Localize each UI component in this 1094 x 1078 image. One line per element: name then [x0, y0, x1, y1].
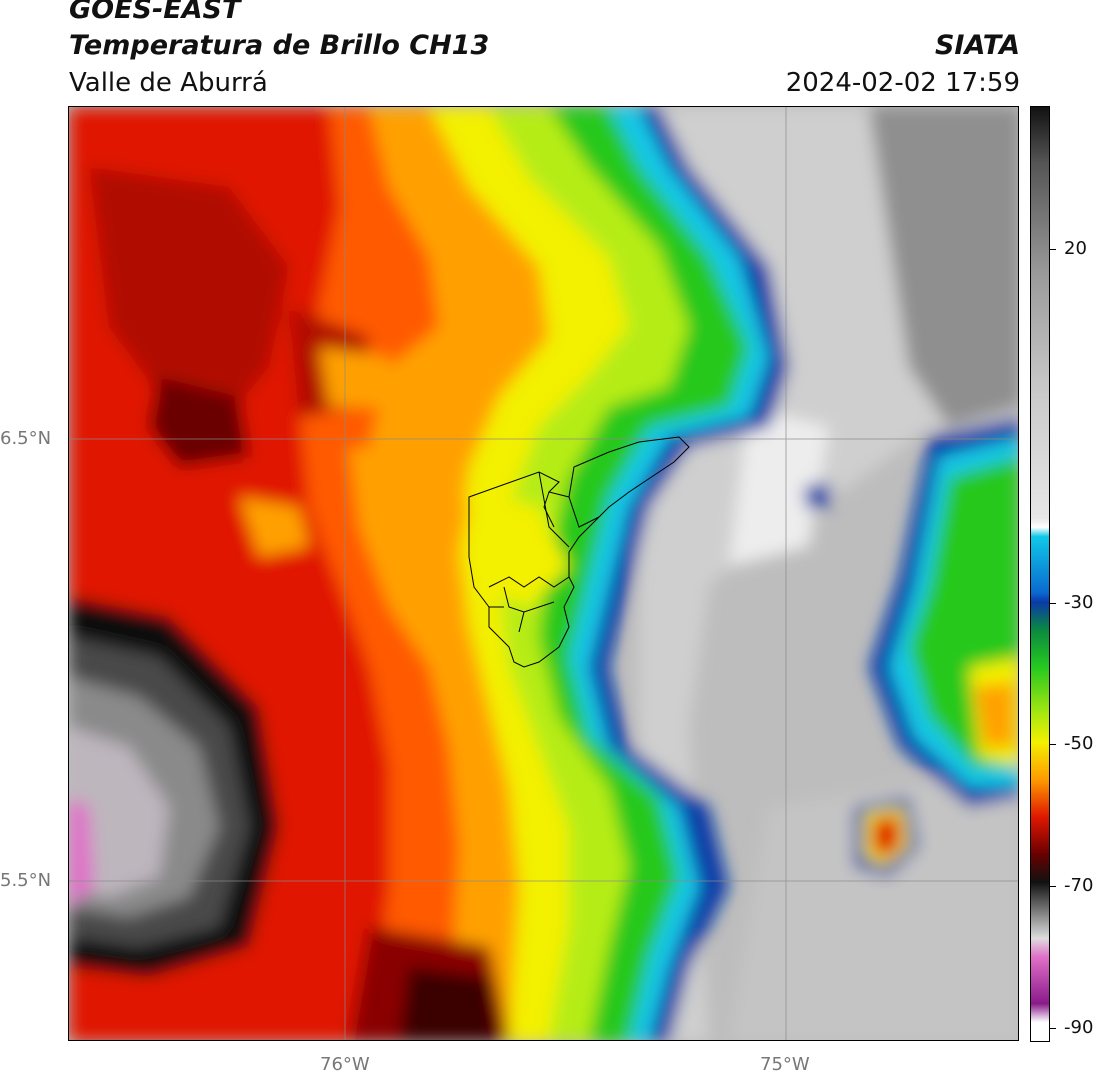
lon-label-76: 76°W	[320, 1054, 370, 1075]
colorbar-tick	[1050, 249, 1056, 250]
municipal-boundaries	[468, 436, 690, 668]
datetime-label: 2024-02-02 17:59	[785, 68, 1020, 98]
graticule	[69, 107, 1018, 1040]
lat-label-5-5: 5.5°N	[0, 870, 52, 891]
product-title: Temperatura de Brillo CH13	[69, 30, 490, 61]
region-subtitle: Valle de Aburrá	[69, 68, 268, 98]
colorbar-label-minus50: -50	[1064, 733, 1094, 754]
colorbar-label-minus90: -90	[1064, 1017, 1094, 1038]
colorbar-tick	[1050, 603, 1056, 604]
colorbar-label-minus30: -30	[1064, 592, 1094, 613]
colorbar-label-20: 20	[1064, 238, 1087, 259]
colorbar-tick	[1050, 886, 1056, 887]
agency-label: SIATA	[934, 30, 1020, 61]
colorbar-label-minus70: -70	[1064, 875, 1094, 896]
satellite-map[interactable]	[68, 106, 1019, 1041]
colorbar-tick	[1050, 1028, 1056, 1029]
lat-label-6-5: 6.5°N	[0, 428, 52, 449]
lon-label-75: 75°W	[760, 1054, 810, 1075]
brightness-temperature-field	[69, 107, 1018, 1040]
colorbar-tick	[1050, 744, 1056, 745]
colorbar	[1030, 106, 1050, 1042]
satellite-title: GOES-EAST	[69, 0, 241, 25]
